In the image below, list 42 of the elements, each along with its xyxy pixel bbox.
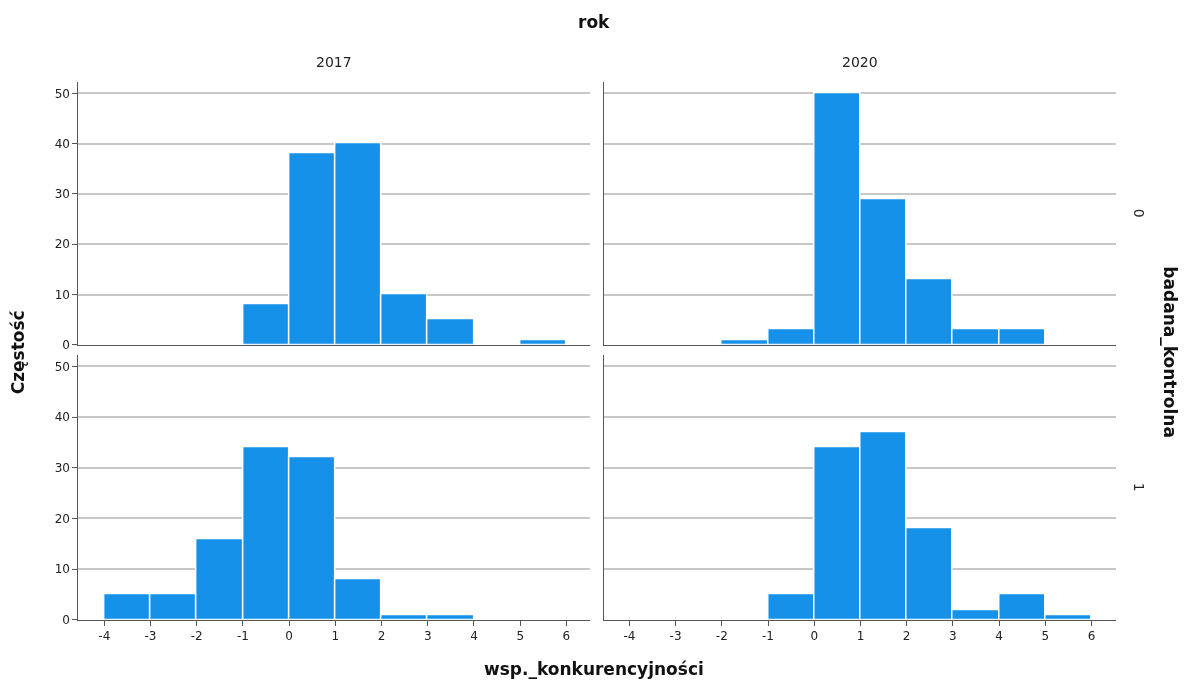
chart-title: 2020 <box>842 54 878 70</box>
x-tick-label: 3 <box>423 629 432 644</box>
y-tick-label: 0 <box>62 613 71 628</box>
x-tick-label: 4 <box>470 629 478 644</box>
y-tick-label: 40 <box>54 410 71 425</box>
y-tick-label: 20 <box>54 237 71 252</box>
y-tick-label: 30 <box>54 460 71 475</box>
x-tick-label: 0 <box>285 629 293 644</box>
x-tick-label: 3 <box>949 629 957 644</box>
y-tick-label: 0 <box>62 338 71 353</box>
x-tick-label: 1 <box>856 629 865 644</box>
x-tick-label: -3 <box>669 629 682 644</box>
x-tick-label: 0 <box>810 629 819 644</box>
x-tick-label: -1 <box>236 629 249 644</box>
y-tick-label: 30 <box>54 187 71 202</box>
x-tick-label: 2 <box>377 629 386 644</box>
y2-axis-title: 1 <box>1131 482 1148 492</box>
y-tick-label: 40 <box>54 136 71 151</box>
chart-title: 2017 <box>316 54 352 70</box>
x-tick-label: 4 <box>995 629 1003 644</box>
x-tick-label: -4 <box>98 629 111 644</box>
y-tick-label: 10 <box>54 287 71 302</box>
y-tick-label: 20 <box>54 511 71 526</box>
text: wsp._konkurencyjności <box>484 659 704 679</box>
y-tick-label: 50 <box>54 86 71 101</box>
x-tick-label: 6 <box>1087 629 1096 644</box>
x-tick-label: 1 <box>331 629 340 644</box>
x-tick-label: -1 <box>762 629 774 644</box>
y-tick-label: 10 <box>54 562 71 577</box>
x-tick-label: 5 <box>516 629 525 644</box>
x-tick-label: 2 <box>902 629 911 644</box>
x-tick-label: -2 <box>715 629 728 644</box>
text: Częstość <box>7 310 28 395</box>
text: badana_kontrolna <box>1160 266 1181 438</box>
y2-axis-title: 0 <box>1131 208 1148 218</box>
text: rok <box>578 12 611 32</box>
x-tick-label: 6 <box>562 629 571 644</box>
x-tick-label: 5 <box>1041 629 1050 644</box>
y-tick-label: 50 <box>54 359 71 374</box>
x-tick-label: -4 <box>623 629 636 644</box>
x-tick-label: -2 <box>190 629 203 644</box>
x-tick-label: -3 <box>144 629 157 644</box>
